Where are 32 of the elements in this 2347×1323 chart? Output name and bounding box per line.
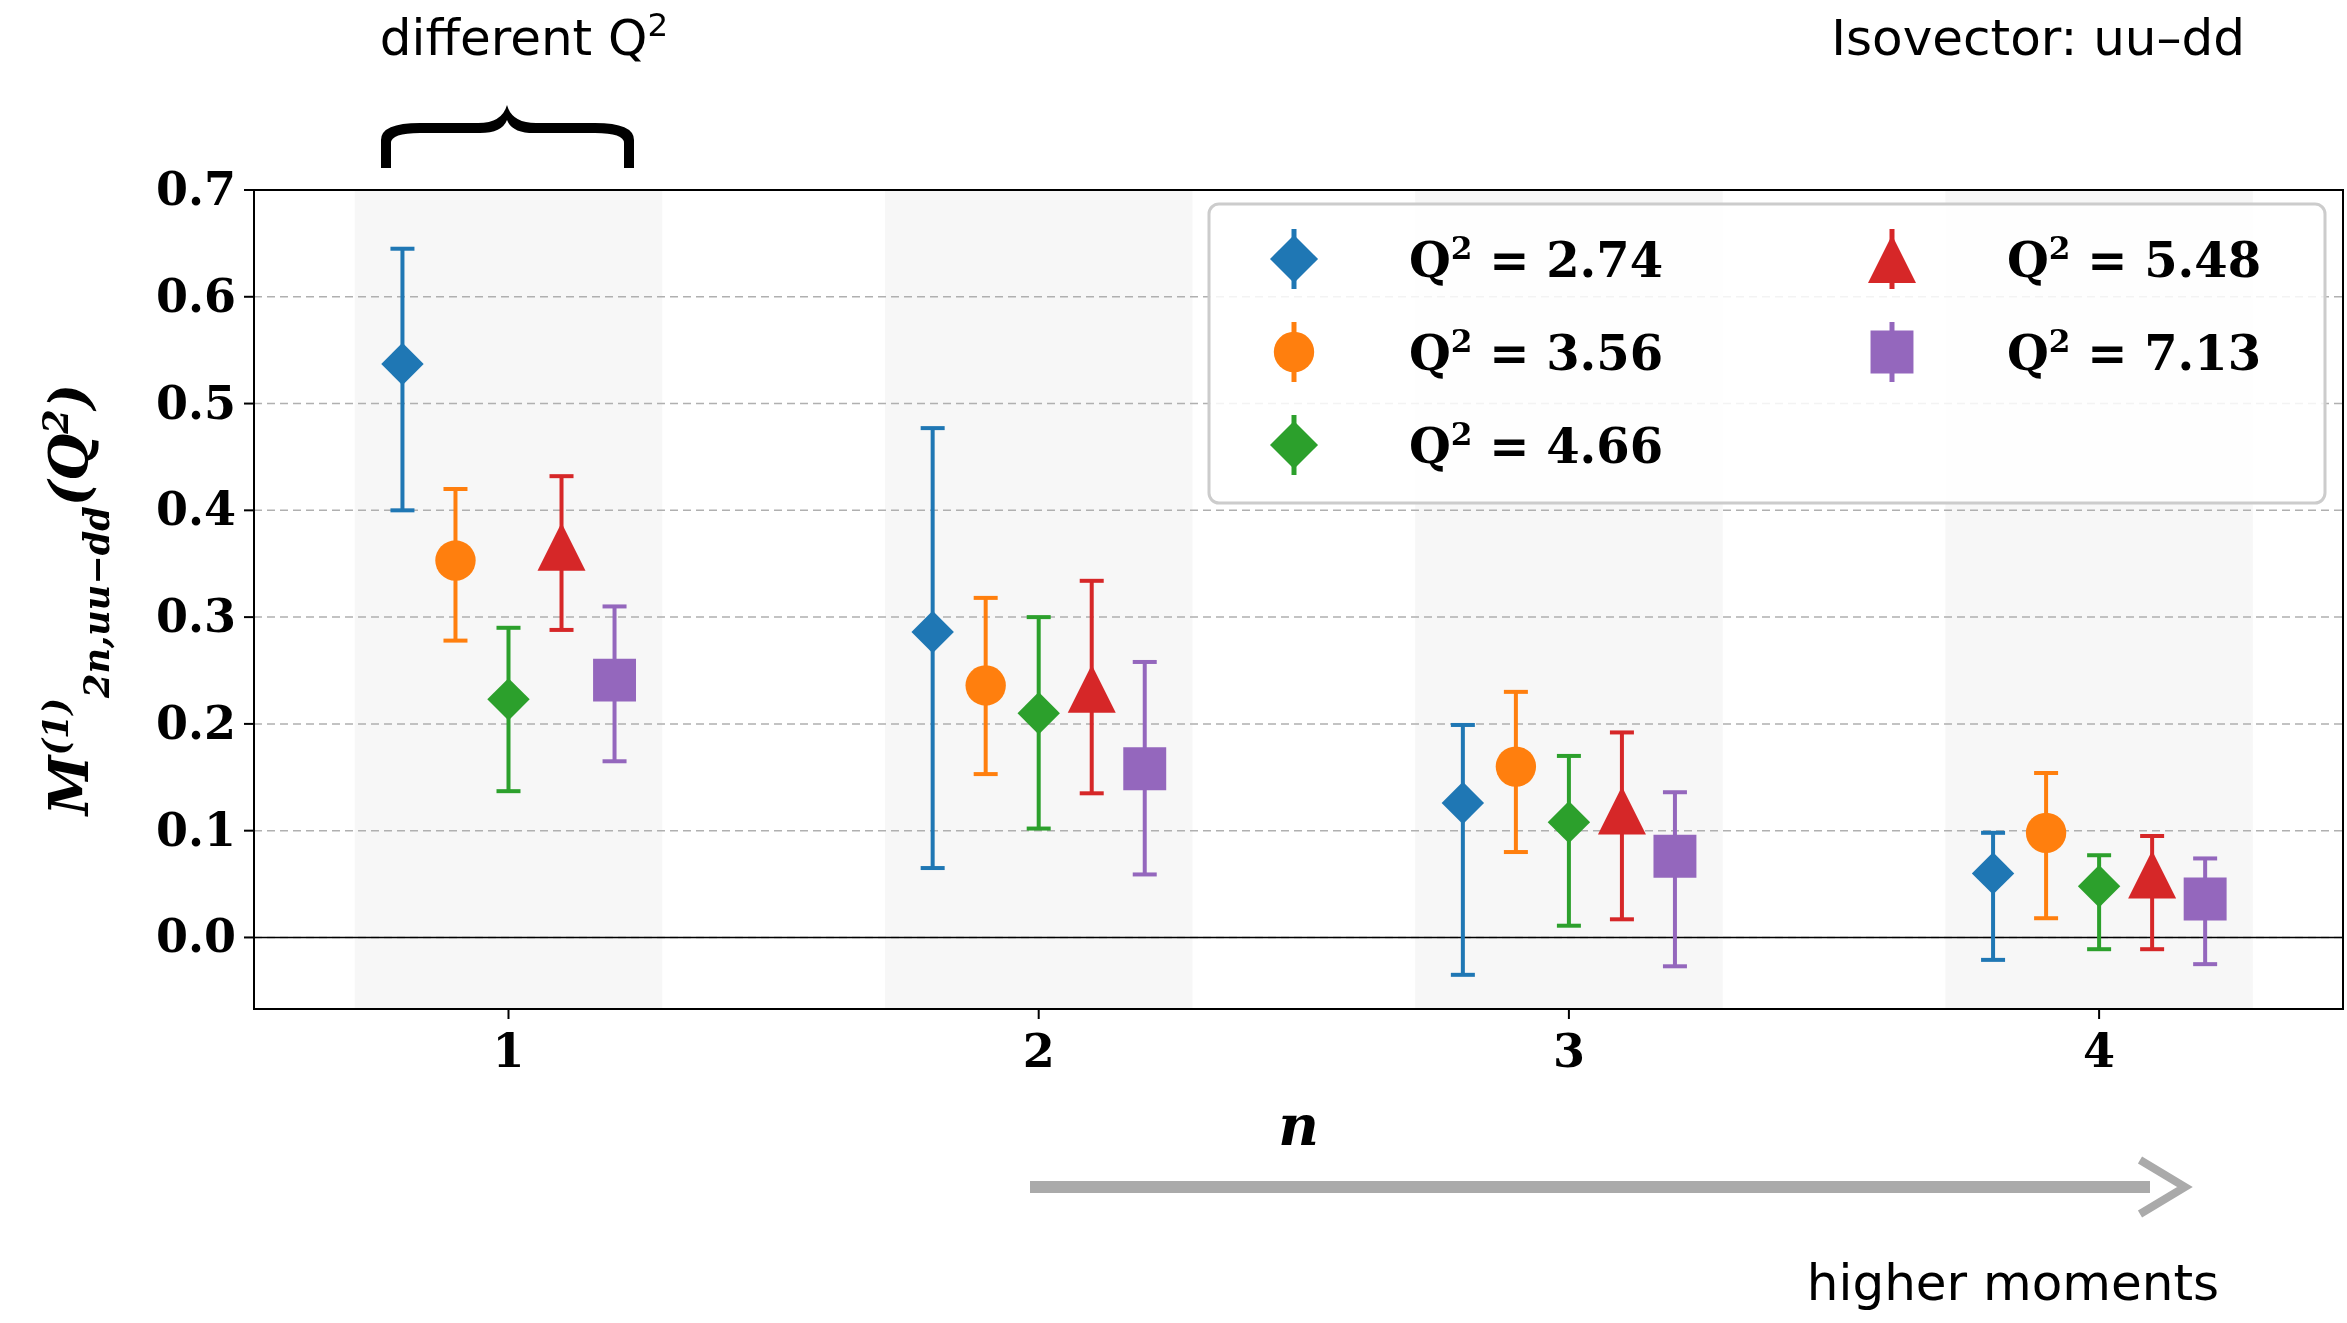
x-tick-label: 1 [492,1024,525,1078]
y-tick-label: 0.2 [155,695,236,750]
y-tick-label: 0.6 [155,268,236,323]
point [1067,664,1116,713]
point [435,540,476,581]
y-tick-label: 0.3 [155,589,236,644]
text: Isovector: uu–dd [1831,9,2245,67]
text: different Q$^{2}$ [379,6,669,67]
text: higher moments [1806,1254,2220,1312]
point [965,665,1006,706]
y-tick-label: 0.4 [155,482,236,537]
point [2025,812,2067,853]
y-tick-label: 0.0 [155,909,236,964]
x-tick-label: 4 [2083,1024,2116,1078]
legend-label: Q$^{2}$ = 4.66 [1409,416,1664,474]
point [2183,877,2227,921]
y-tick-label: 0.7 [155,162,236,216]
legend-label: Q$^{2}$ = 5.48 [2007,230,2262,288]
legend-label: Q$^{2}$ = 3.56 [1409,323,1664,381]
x-axis-title: n [1278,1092,1319,1158]
point [1653,834,1697,878]
x-tick-label: 3 [1552,1024,1585,1078]
y-tick-label: 0.1 [155,802,236,857]
point [1123,747,1167,791]
legend-label: Q$^{2}$ = 7.13 [2007,323,2262,381]
x-tick-label: 2 [1022,1024,1055,1078]
point [1495,746,1537,787]
point [2128,850,2177,899]
legend-label: Q$^{2}$ = 2.74 [1409,230,1664,288]
y-tick-label: 0.5 [155,375,236,430]
point [1597,786,1646,835]
point [593,658,637,702]
